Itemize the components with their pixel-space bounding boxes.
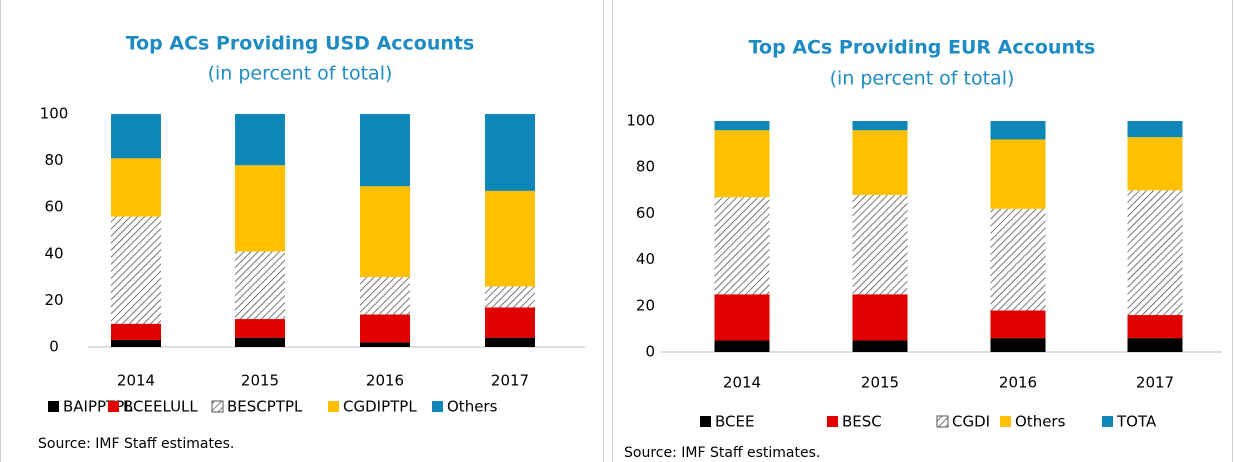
bar-segment <box>990 139 1046 209</box>
legend-swatch <box>700 416 711 427</box>
y-tick-label: 20 <box>636 296 655 314</box>
y-tick-label: 60 <box>636 204 655 222</box>
x-tick-label: 2017 <box>1136 374 1174 392</box>
bar-segment <box>485 337 535 347</box>
bar-segment <box>235 165 285 252</box>
y-tick-label: 40 <box>636 250 655 268</box>
x-tick-label: 2016 <box>366 372 404 390</box>
bar-segment <box>714 130 770 198</box>
bar-segment <box>852 340 908 352</box>
legend-label: CGDI <box>952 413 990 431</box>
bar-segment <box>1127 121 1183 138</box>
legend-label: CGDIPTPL <box>343 398 417 416</box>
x-tick-label: 2014 <box>723 374 761 392</box>
chart-title: Top ACs Providing EUR Accounts <box>749 37 1096 59</box>
y-tick-label: 60 <box>44 198 63 216</box>
legend-swatch <box>211 400 224 413</box>
bar-segment <box>990 338 1046 352</box>
bar-segment <box>714 340 770 352</box>
bar-segment <box>714 197 770 295</box>
x-tick-label: 2014 <box>117 372 155 390</box>
legend-label: Others <box>1015 413 1066 431</box>
bar-segment <box>111 158 161 217</box>
y-tick-label: 80 <box>44 151 63 169</box>
bar-segment <box>111 323 161 341</box>
legend-swatch <box>48 401 59 412</box>
bar-segment <box>1127 137 1183 191</box>
y-tick-label: 100 <box>40 105 69 123</box>
bar-segment <box>1127 338 1183 352</box>
y-tick-label: 80 <box>636 158 655 176</box>
bar-segment <box>235 251 285 320</box>
legend-swatch <box>432 401 443 412</box>
bar-segment <box>1127 190 1183 316</box>
bar-segment <box>1127 315 1183 339</box>
y-tick-label: 0 <box>645 343 655 361</box>
legend-swatch <box>936 415 949 428</box>
bar-segment <box>485 190 535 287</box>
bar-segment <box>485 307 535 338</box>
bar-segment <box>360 314 410 343</box>
bar-segment <box>235 319 285 338</box>
bar-segment <box>360 342 410 347</box>
bar-segment <box>852 194 908 295</box>
bar-segment <box>360 277 410 315</box>
bar-segment <box>235 337 285 347</box>
bar-segment <box>235 114 285 166</box>
bar-segment <box>714 294 770 341</box>
panel-border <box>0 0 604 462</box>
legend-label: BCEE <box>715 413 754 431</box>
legend-label: BESC <box>842 413 882 431</box>
panel-border <box>612 0 1233 462</box>
y-tick-label: 0 <box>49 338 59 356</box>
bar-segment <box>485 114 535 191</box>
chart-subtitle: (in percent of total) <box>208 63 393 85</box>
bar-segment <box>990 208 1046 311</box>
chart-subtitle: (in percent of total) <box>830 68 1015 90</box>
legend-swatch <box>328 401 339 412</box>
legend-swatch <box>1102 416 1113 427</box>
legend-label: BCEELULL <box>123 398 198 416</box>
x-tick-label: 2015 <box>861 374 899 392</box>
bar-segment <box>111 114 161 159</box>
bar-segment <box>360 186 410 278</box>
bar-segment <box>990 121 1046 140</box>
bar-segment <box>111 216 161 324</box>
legend-swatch <box>827 416 838 427</box>
y-tick-label: 100 <box>626 112 655 130</box>
source-note: Source: IMF Staff estimates. <box>624 445 820 461</box>
bar-segment <box>485 286 535 308</box>
legend-label: Others <box>447 398 498 416</box>
bar-segment <box>714 121 770 131</box>
y-tick-label: 20 <box>44 291 63 309</box>
bar-segment <box>360 114 410 187</box>
y-tick-label: 40 <box>44 244 63 262</box>
bar-segment <box>990 310 1046 339</box>
legend-label: BESCPTPL <box>227 398 303 416</box>
source-note: Source: IMF Staff estimates. <box>38 436 234 452</box>
bar-segment <box>852 294 908 341</box>
x-tick-label: 2015 <box>241 372 279 390</box>
legend-swatch <box>108 401 119 412</box>
legend-label: TOTA <box>1116 413 1157 431</box>
x-tick-label: 2016 <box>999 374 1037 392</box>
chart-title: Top ACs Providing USD Accounts <box>126 33 475 55</box>
x-tick-label: 2017 <box>491 372 529 390</box>
bar-segment <box>852 130 908 195</box>
bar-segment <box>852 121 908 131</box>
bar-segment <box>111 340 161 347</box>
legend-swatch <box>1000 416 1011 427</box>
